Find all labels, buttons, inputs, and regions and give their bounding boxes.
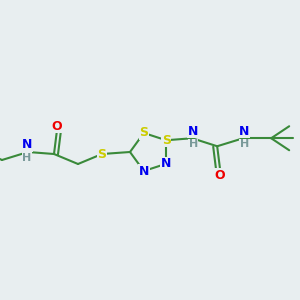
Text: N: N <box>239 125 249 138</box>
Text: H: H <box>22 153 32 163</box>
Text: S: S <box>162 134 171 147</box>
Text: N: N <box>139 164 149 178</box>
Text: H: H <box>189 139 198 149</box>
Text: N: N <box>22 139 32 152</box>
Text: S: S <box>139 127 148 140</box>
Text: O: O <box>52 119 62 133</box>
Text: N: N <box>161 157 171 170</box>
Text: O: O <box>215 169 226 182</box>
Text: N: N <box>188 125 198 138</box>
Text: H: H <box>240 139 249 149</box>
Text: S: S <box>98 148 106 160</box>
